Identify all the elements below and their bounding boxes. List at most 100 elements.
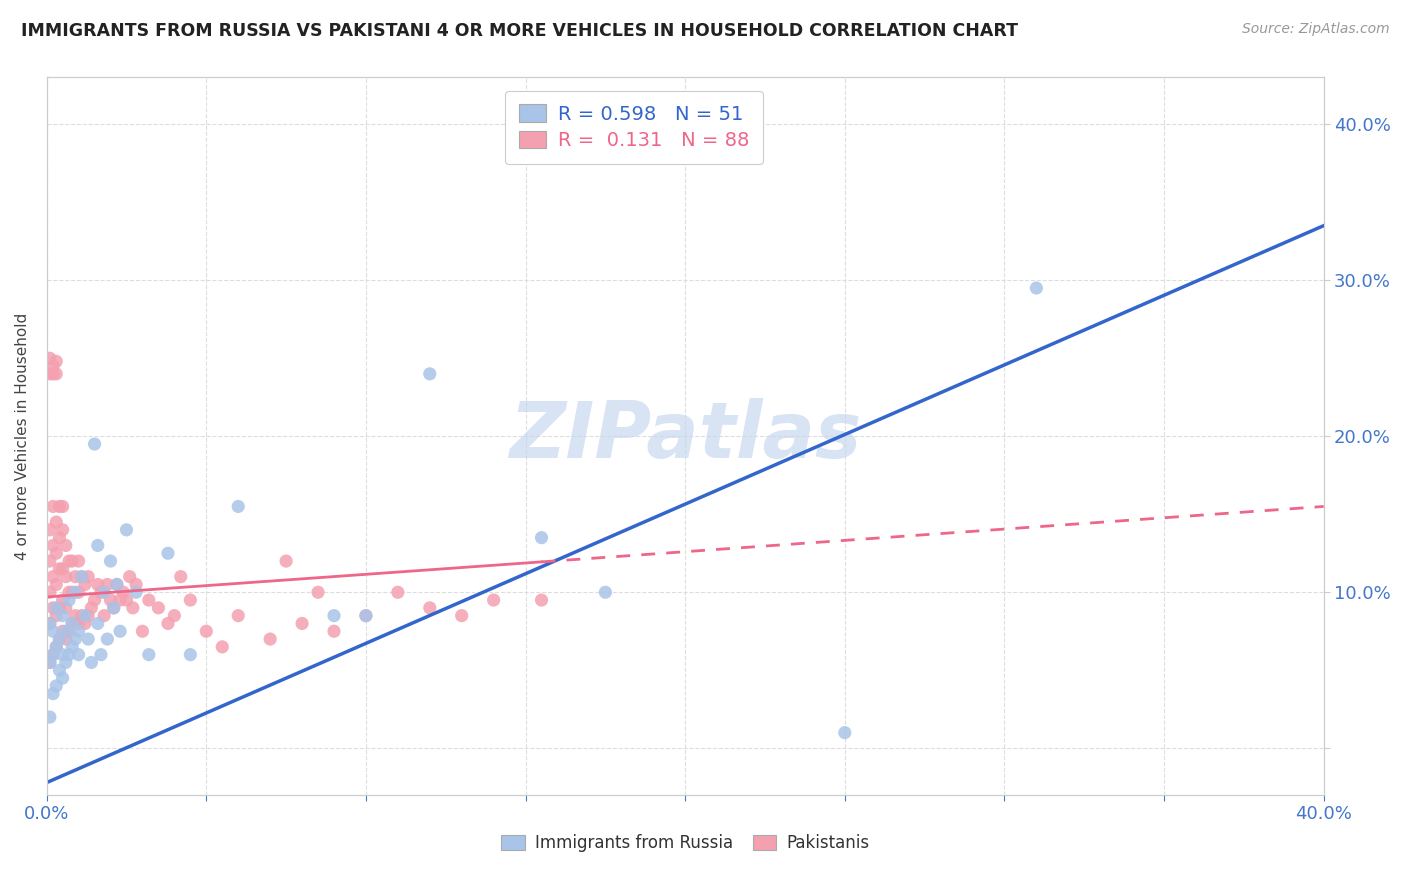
Point [73, 616, 96, 631]
Point [226, 608, 249, 623]
Point [42, 624, 65, 639]
Point [38, 710, 60, 724]
Point [834, 725, 856, 739]
Text: IMMIGRANTS FROM RUSSIA VS PAKISTANI 4 OR MORE VEHICLES IN HOUSEHOLD CORRELATION : IMMIGRANTS FROM RUSSIA VS PAKISTANI 4 OR… [21, 22, 1018, 40]
Point [38, 656, 60, 670]
Point [60, 640, 83, 654]
Point [45, 546, 67, 560]
Point [65, 569, 87, 583]
Point [530, 531, 553, 545]
Point [419, 367, 441, 381]
Point [274, 554, 297, 568]
Point [96, 577, 118, 591]
Legend: Immigrants from Russia, Pakistanis: Immigrants from Russia, Pakistanis [495, 827, 876, 858]
Point [48, 632, 70, 646]
Point [42, 687, 65, 701]
Point [42, 538, 65, 552]
Point [48, 632, 70, 646]
Point [163, 608, 186, 623]
Point [55, 600, 77, 615]
Point [87, 538, 110, 552]
Point [38, 616, 60, 631]
Point [138, 648, 160, 662]
Point [103, 600, 125, 615]
Point [45, 354, 67, 368]
Point [354, 608, 377, 623]
Point [100, 593, 122, 607]
Point [58, 593, 80, 607]
Point [156, 546, 179, 560]
Point [103, 600, 125, 615]
Point [307, 585, 329, 599]
Point [156, 616, 179, 631]
Point [138, 593, 160, 607]
Point [48, 500, 70, 514]
Point [105, 577, 128, 591]
Point [530, 593, 553, 607]
Point [52, 671, 75, 685]
Point [73, 608, 96, 623]
Point [60, 616, 83, 631]
Point [38, 585, 60, 599]
Point [112, 585, 135, 599]
Point [58, 648, 80, 662]
Point [226, 500, 249, 514]
Point [55, 538, 77, 552]
Point [45, 640, 67, 654]
Point [148, 600, 170, 615]
Point [80, 600, 103, 615]
Point [93, 608, 115, 623]
Point [42, 359, 65, 373]
Point [90, 648, 112, 662]
Point [83, 437, 105, 451]
Point [131, 624, 153, 639]
Point [108, 624, 131, 639]
Point [291, 616, 314, 631]
Point [52, 523, 75, 537]
Point [80, 656, 103, 670]
Point [45, 367, 67, 381]
Text: ZIPatlas: ZIPatlas [509, 398, 862, 475]
Point [93, 585, 115, 599]
Point [45, 679, 67, 693]
Point [38, 616, 60, 631]
Point [70, 569, 93, 583]
Text: Source: ZipAtlas.com: Source: ZipAtlas.com [1241, 22, 1389, 37]
Point [67, 648, 90, 662]
Point [55, 656, 77, 670]
Point [125, 585, 148, 599]
Point [211, 640, 233, 654]
Point [38, 523, 60, 537]
Point [52, 593, 75, 607]
Point [42, 569, 65, 583]
Point [45, 515, 67, 529]
Point [42, 600, 65, 615]
Point [125, 577, 148, 591]
Point [42, 648, 65, 662]
Point [70, 569, 93, 583]
Point [55, 624, 77, 639]
Point [45, 640, 67, 654]
Point [87, 577, 110, 591]
Point [70, 608, 93, 623]
Point [115, 593, 138, 607]
Point [45, 608, 67, 623]
Point [58, 554, 80, 568]
Point [323, 624, 346, 639]
Point [48, 531, 70, 545]
Point [67, 554, 90, 568]
Point [195, 624, 218, 639]
Point [48, 562, 70, 576]
Point [48, 663, 70, 677]
Point [121, 600, 143, 615]
Point [100, 554, 122, 568]
Point [77, 608, 100, 623]
Point [83, 593, 105, 607]
Point [58, 624, 80, 639]
Point [179, 593, 201, 607]
Point [60, 585, 83, 599]
Point [60, 554, 83, 568]
Point [259, 632, 281, 646]
Point [45, 600, 67, 615]
Point [77, 569, 100, 583]
